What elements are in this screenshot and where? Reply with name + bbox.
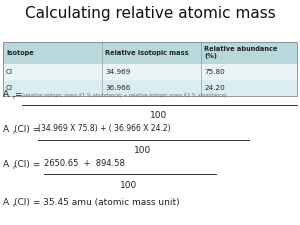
- Text: (relative isotopic mass X1 % abundance) + relative isotopic mass X2 % abundance): (relative isotopic mass X1 % abundance) …: [22, 93, 226, 98]
- Text: (34.969 X 75.8) + ( 36.966 X 24.2): (34.969 X 75.8) + ( 36.966 X 24.2): [38, 124, 170, 133]
- Text: (Cl) = 35.45 amu (atomic mass unit): (Cl) = 35.45 amu (atomic mass unit): [14, 198, 180, 207]
- Text: A: A: [3, 198, 9, 207]
- Text: A: A: [3, 125, 9, 134]
- Text: r: r: [12, 165, 15, 170]
- Text: 2650.65  +  894.58: 2650.65 + 894.58: [44, 159, 124, 168]
- Text: Isotope: Isotope: [6, 50, 34, 56]
- Text: 75.80: 75.80: [204, 69, 225, 75]
- Text: 24.20: 24.20: [204, 85, 225, 91]
- Text: Relative isotopic mass: Relative isotopic mass: [105, 50, 189, 56]
- Bar: [3, 80, 297, 96]
- Text: 100: 100: [150, 111, 168, 120]
- Text: Relative abundance
(%): Relative abundance (%): [204, 46, 278, 59]
- Text: (Cl) =: (Cl) =: [14, 160, 41, 169]
- Bar: [3, 64, 297, 80]
- Text: r: r: [12, 130, 15, 135]
- Text: A: A: [3, 160, 9, 169]
- Text: 100: 100: [134, 146, 151, 155]
- Text: 100: 100: [120, 181, 138, 190]
- Bar: [3, 42, 297, 64]
- Text: Cl: Cl: [6, 85, 13, 91]
- Text: 36.966: 36.966: [105, 85, 130, 91]
- Text: (Cl) =: (Cl) =: [14, 125, 41, 134]
- Text: Cl: Cl: [6, 69, 13, 75]
- Text: r: r: [12, 95, 15, 100]
- Bar: [3, 42, 297, 96]
- Text: A: A: [3, 90, 9, 99]
- Text: =: =: [14, 90, 22, 99]
- Text: Calculating relative atomic mass: Calculating relative atomic mass: [25, 6, 275, 21]
- Text: r: r: [12, 202, 15, 207]
- Text: 34.969: 34.969: [105, 69, 130, 75]
